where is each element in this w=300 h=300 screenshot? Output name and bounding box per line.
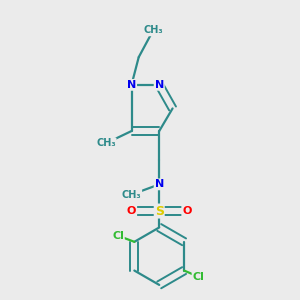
Text: Cl: Cl	[193, 272, 204, 282]
Text: CH₃: CH₃	[96, 138, 116, 148]
Text: N: N	[154, 179, 164, 189]
Text: Cl: Cl	[112, 231, 124, 241]
Text: CH₃: CH₃	[122, 190, 141, 200]
Text: O: O	[127, 206, 136, 216]
Text: N: N	[154, 80, 164, 90]
Text: O: O	[182, 206, 192, 216]
Text: N: N	[127, 80, 136, 90]
Text: CH₃: CH₃	[143, 26, 163, 35]
Text: S: S	[155, 205, 164, 218]
